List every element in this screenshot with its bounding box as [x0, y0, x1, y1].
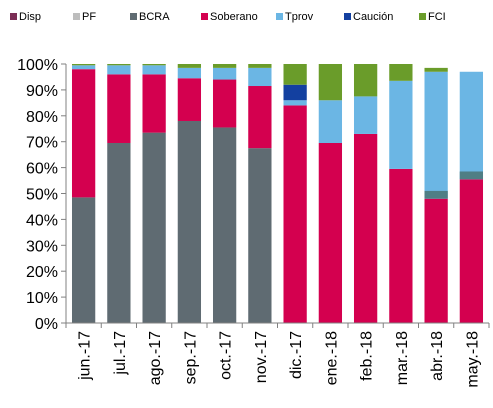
y-axis: 0% 10% 20% 30% 40% 50% 60% 70% 80% 90% 100% [17, 57, 67, 333]
legend-label-bcra: BCRA [139, 11, 170, 23]
bar-segment-marker-abr-18 [424, 190, 448, 199]
bar-segment-soberano-feb-18 [353, 133, 378, 323]
y-tick-label: 40% [26, 212, 58, 229]
bar-segment-soberano-ene-18 [318, 143, 343, 323]
y-tick-label: 60% [26, 161, 58, 178]
x-tick-label-abr-18: abr.-18 [429, 331, 446, 381]
bars-group [71, 64, 484, 324]
x-tick-label-jul-17: jul.-17 [112, 331, 129, 376]
x-tick-label-sep-17: sep.-17 [182, 331, 199, 384]
x-tick-label-dic-17: dic.-17 [288, 331, 305, 379]
bar-segment-fci-mar-18 [389, 64, 413, 81]
bar-segment-tprov-sep-17 [177, 67, 202, 79]
x-tick-label-jun-17: jun.-17 [77, 331, 94, 381]
bar-segment-tprov-may-18 [459, 71, 484, 180]
bar-segment-soberano-may-18 [459, 179, 484, 323]
bar-segment-soberano-abr-18 [424, 198, 448, 323]
bar-segment-fci-feb-18 [353, 64, 378, 97]
legend-label-disp: Disp [19, 11, 41, 23]
legend-swatch-disp [10, 13, 17, 20]
y-tick-label: 90% [26, 83, 58, 100]
x-axis: jun.-17 jul.-17 ago.-17 sep.-17 oct.-17 nov.-… [65, 322, 490, 388]
bar-segment-tprov-feb-18 [353, 96, 378, 134]
bar-segment-tprov-ago-17 [142, 65, 166, 75]
bar-segment-soberano-oct-17 [212, 79, 237, 128]
legend-swatch-fci [419, 13, 426, 20]
legend-swatch-bcra [130, 13, 137, 20]
bar-segment-bcra-oct-17 [212, 127, 237, 324]
bar-segment-tprov-jun-17 [71, 65, 96, 70]
bar-segment-fci-jun-17 [71, 64, 96, 66]
bar-segment-soberano-jun-17 [71, 69, 96, 198]
bar-segment-bcra-jun-17 [71, 197, 96, 323]
bar-segment-fci-ago-17 [142, 64, 166, 66]
bar-segment-soberano-dic-17 [283, 105, 307, 323]
legend-label-pf: PF [82, 11, 96, 23]
chart-legend: Disp PF BCRA Soberano Tprov Caución FCI [10, 11, 446, 23]
bar-segment-fci-nov-17 [248, 64, 272, 68]
y-tick-label: 70% [26, 135, 58, 152]
bar-segment-tprov-ene-18 [318, 100, 343, 143]
bar-segment-fci-sep-17 [177, 64, 202, 68]
x-tick-label-nov-17: nov.-17 [253, 331, 270, 383]
bar-segment-bcra-sep-17 [177, 120, 202, 323]
bar-segment-fci-jul-17 [107, 64, 131, 66]
bar-segment-soberano-jul-17 [107, 74, 131, 143]
y-tick-label: 0% [35, 316, 58, 333]
bar-segment-fci-abr-18 [424, 67, 448, 72]
y-tick-label: 30% [26, 238, 58, 255]
bar-segment-bcra-jul-17 [107, 143, 131, 323]
x-tick-label-ago-17: ago.-17 [147, 331, 164, 385]
bar-segment-soberano-nov-17 [248, 86, 272, 149]
bar-segment-tprov-abr-18 [424, 71, 448, 199]
bar-segment-tprov-mar-18 [389, 80, 413, 169]
legend-label-caucion: Caución [353, 11, 393, 23]
bar-segment-bcra-nov-17 [248, 148, 272, 323]
legend-label-soberano: Soberano [210, 11, 258, 23]
bar-segment-fci-oct-17 [212, 64, 237, 68]
bar-segment-tprov-jul-17 [107, 65, 131, 75]
bar-segment-fci-ene-18 [318, 64, 343, 101]
y-tick-label: 100% [17, 57, 58, 74]
bar-segment-tprov-oct-17 [212, 67, 237, 80]
bar-segment-soberano-sep-17 [177, 78, 202, 121]
x-tick-label-oct-17: oct.-17 [218, 331, 235, 380]
x-tick-label-feb-18: feb.-18 [359, 331, 376, 381]
x-tick-label-mar-18: mar.-18 [394, 331, 411, 385]
bar-segment-soberano-ago-17 [142, 74, 166, 133]
x-tick-label-ene-18: ene.-18 [323, 331, 340, 385]
legend-swatch-tprov [276, 13, 283, 20]
bar-segment-soberano-mar-18 [389, 168, 413, 323]
bar-segment-tprov-dic-17 [283, 100, 307, 106]
legend-label-fci: FCI [428, 11, 446, 23]
y-tick-label: 20% [26, 264, 58, 281]
bar-segment-fci-dic-17 [283, 64, 307, 85]
legend-swatch-caucion [344, 13, 351, 20]
bar-segment-bcra-ago-17 [142, 132, 166, 323]
y-tick-label: 80% [26, 109, 58, 126]
legend-swatch-pf [73, 13, 80, 20]
bar-segment-tprov-nov-17 [248, 67, 272, 87]
x-tick-label-may-18: may.-18 [464, 331, 481, 388]
legend-swatch-soberano [201, 13, 208, 20]
y-tick-label: 50% [26, 187, 58, 204]
legend-label-tprov: Tprov [285, 11, 314, 23]
bar-segment-marker-may-18 [459, 171, 484, 180]
bar-segment-caucion-dic-17 [283, 84, 307, 101]
y-tick-label: 10% [26, 290, 58, 307]
